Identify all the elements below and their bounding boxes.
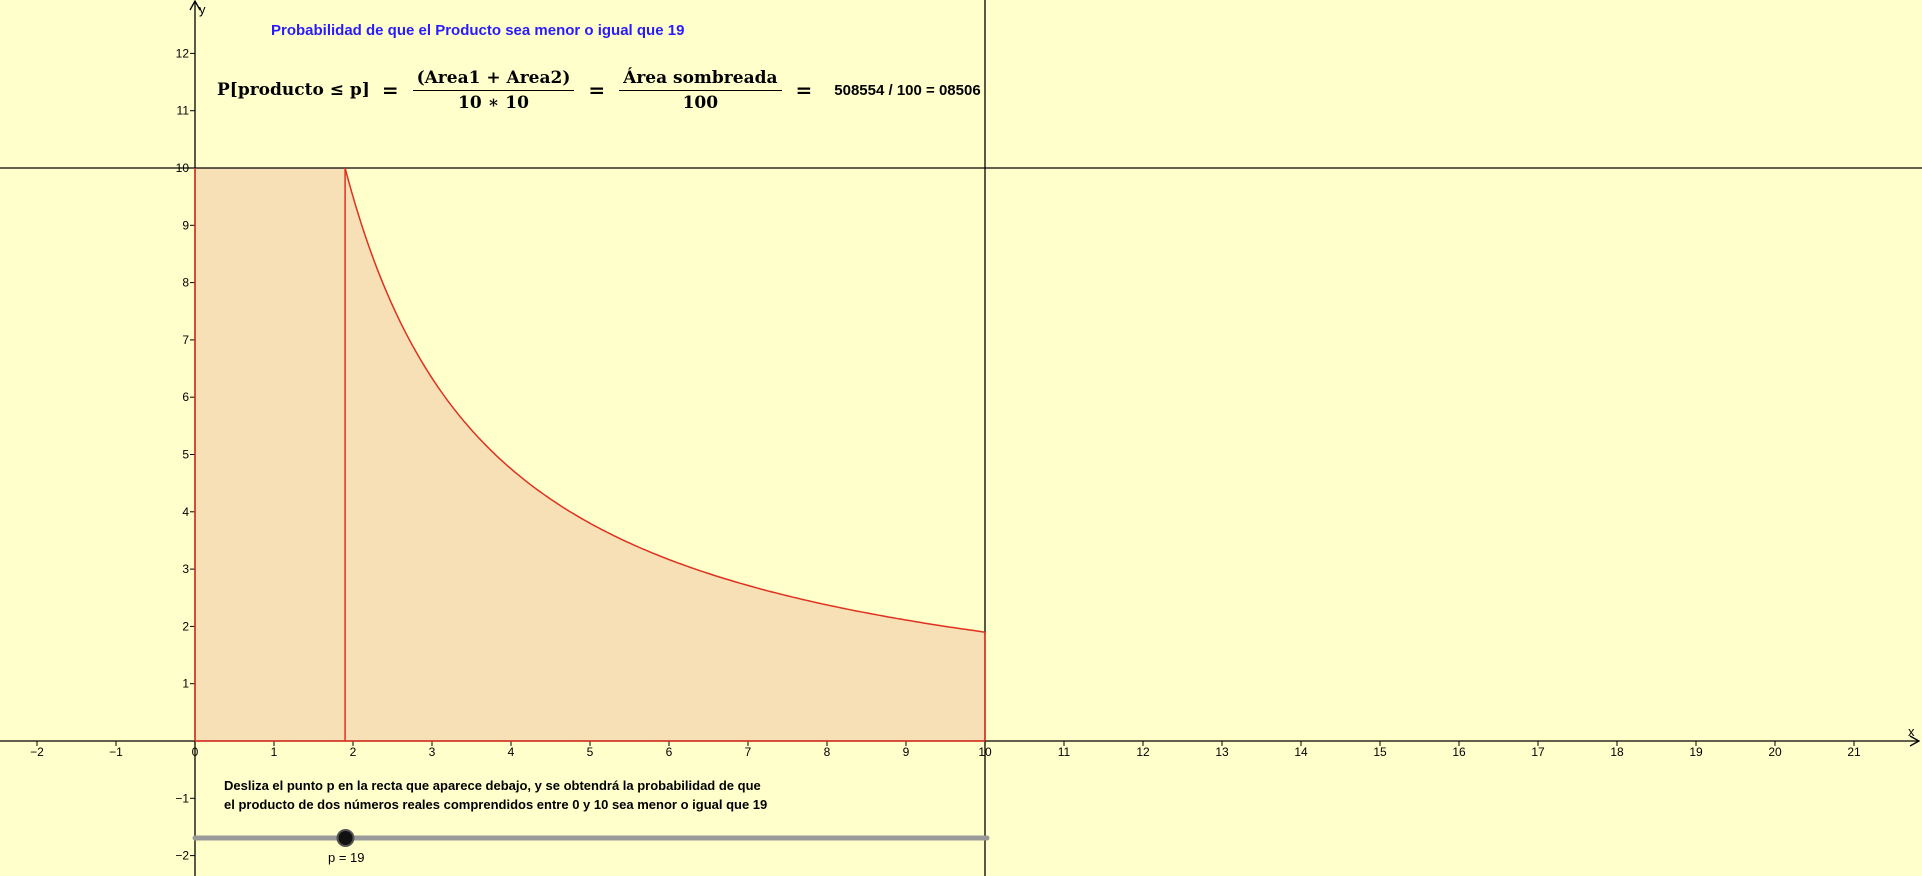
y-tick-label: −2 bbox=[175, 849, 189, 863]
x-tick-label: 14 bbox=[1294, 745, 1308, 759]
instructions-line-2: el producto de dos números reales compre… bbox=[224, 797, 768, 812]
x-tick-label: 6 bbox=[666, 745, 673, 759]
formula-equals-3: = bbox=[795, 78, 813, 102]
fraction-shaded-denominator: 100 bbox=[682, 92, 719, 113]
x-tick-label: −1 bbox=[109, 745, 123, 759]
x-tick-label: 11 bbox=[1058, 745, 1071, 759]
x-tick-label: −2 bbox=[30, 745, 44, 759]
slider-point-p[interactable] bbox=[336, 829, 355, 847]
slider-value-label: p = 19 bbox=[328, 850, 365, 865]
x-tick-label: 5 bbox=[587, 745, 594, 759]
formula-lhs: P[producto ≤ p] bbox=[217, 80, 370, 100]
formula-fraction-shaded: Área sombreada 100 bbox=[617, 68, 783, 113]
x-tick-label: 2 bbox=[350, 745, 357, 759]
x-axis-arrow bbox=[1909, 735, 1921, 747]
y-tick-label: 4 bbox=[182, 505, 189, 519]
x-tick-label: 0 bbox=[192, 745, 199, 759]
y-tick-label: 8 bbox=[182, 276, 189, 290]
fraction-shaded-numerator: Área sombreada bbox=[619, 68, 782, 91]
x-tick-label: 15 bbox=[1373, 745, 1387, 759]
x-tick-label: 21 bbox=[1847, 745, 1861, 759]
x-tick-label: 18 bbox=[1610, 745, 1624, 759]
y-tick-label: −1 bbox=[175, 791, 189, 805]
y-tick-label: 1 bbox=[182, 677, 189, 691]
x-tick-label: 13 bbox=[1215, 745, 1229, 759]
y-axis-arrow bbox=[189, 0, 201, 11]
x-tick-label: 20 bbox=[1768, 745, 1782, 759]
y-tick-label: 3 bbox=[182, 562, 189, 576]
x-axis-label: x bbox=[1908, 724, 1915, 739]
y-tick-label: 7 bbox=[182, 333, 189, 347]
y-tick-label: 5 bbox=[182, 448, 189, 462]
x-tick-label: 17 bbox=[1531, 745, 1545, 759]
formula-equals-1: = bbox=[381, 78, 399, 102]
instructions-text: Desliza el punto p en la recta que apare… bbox=[224, 776, 767, 814]
y-tick-label: 11 bbox=[177, 104, 190, 118]
x-tick-label: 7 bbox=[745, 745, 752, 759]
x-tick-label: 16 bbox=[1452, 745, 1466, 759]
probability-formula: P[producto ≤ p] = (Area1 + Area2) 10 ∗ 1… bbox=[217, 60, 981, 120]
x-tick-label: 4 bbox=[508, 745, 515, 759]
fraction-areas-numerator: (Area1 + Area2) bbox=[412, 68, 575, 91]
x-tick-label: 8 bbox=[824, 745, 831, 759]
y-tick-label: 9 bbox=[182, 218, 189, 232]
x-tick-label: 3 bbox=[429, 745, 436, 759]
formula-result: 508554 / 100 = 08506 bbox=[834, 81, 981, 99]
y-tick-label: 2 bbox=[182, 619, 189, 633]
formula-fraction-areas: (Area1 + Area2) 10 ∗ 10 bbox=[411, 68, 577, 113]
x-tick-label: 12 bbox=[1136, 745, 1150, 759]
y-tick-label: 12 bbox=[176, 46, 190, 60]
hyperbola-curve bbox=[344, 167, 986, 633]
y-tick-label: 6 bbox=[182, 390, 189, 404]
chart-title: Probabilidad de que el Producto sea meno… bbox=[271, 22, 685, 39]
shaded-area-2 bbox=[345, 168, 986, 741]
x-tick-label: 1 bbox=[271, 745, 278, 759]
y-tick-label: 10 bbox=[176, 161, 190, 175]
x-tick-label: 9 bbox=[903, 745, 910, 759]
shaded-area-1 bbox=[195, 168, 346, 741]
x-tick-label: 10 bbox=[978, 745, 992, 759]
x-tick-label: 19 bbox=[1689, 745, 1703, 759]
fraction-areas-denominator: 10 ∗ 10 bbox=[458, 92, 529, 113]
y-axis-label: y bbox=[199, 2, 206, 17]
instructions-line-1: Desliza el punto p en la recta que apare… bbox=[224, 778, 761, 793]
formula-equals-2: = bbox=[588, 78, 606, 102]
